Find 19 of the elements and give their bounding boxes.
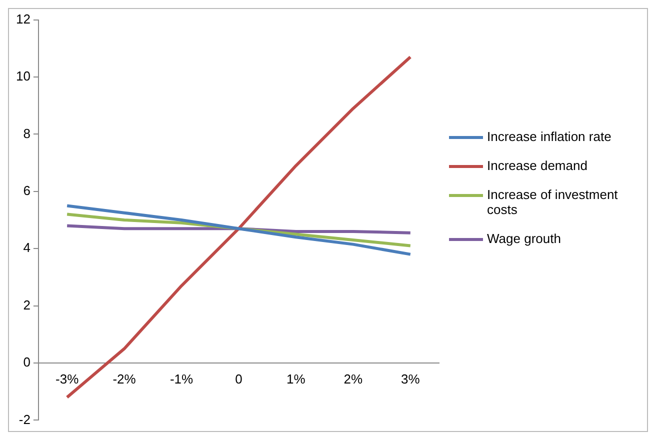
legend-label: Increase of investment costs (487, 187, 619, 217)
x-tick-label: 2% (344, 371, 363, 386)
legend-label: Increase demand (487, 158, 588, 173)
x-tick-label: 0 (235, 371, 242, 386)
y-tick-label: 12 (16, 11, 30, 26)
y-tick-label: 4 (23, 240, 30, 256)
legend-label: Increase inflation rate (487, 129, 612, 144)
y-tick-label: 8 (23, 126, 30, 141)
x-tick-label: -3% (56, 371, 80, 386)
legend-label: Wage grouth (487, 231, 561, 246)
y-tick-label: 10 (16, 68, 30, 84)
y-tick-label: -2 (18, 412, 30, 427)
x-tick-label: -1% (170, 371, 194, 386)
y-tick-label: 6 (23, 182, 30, 198)
x-tick-label: 3% (400, 371, 420, 386)
y-tick-label: 0 (23, 354, 30, 370)
x-tick-label: -2% (112, 371, 136, 386)
x-tick-label: 1% (286, 371, 306, 386)
y-tick-label: 2 (23, 297, 30, 312)
